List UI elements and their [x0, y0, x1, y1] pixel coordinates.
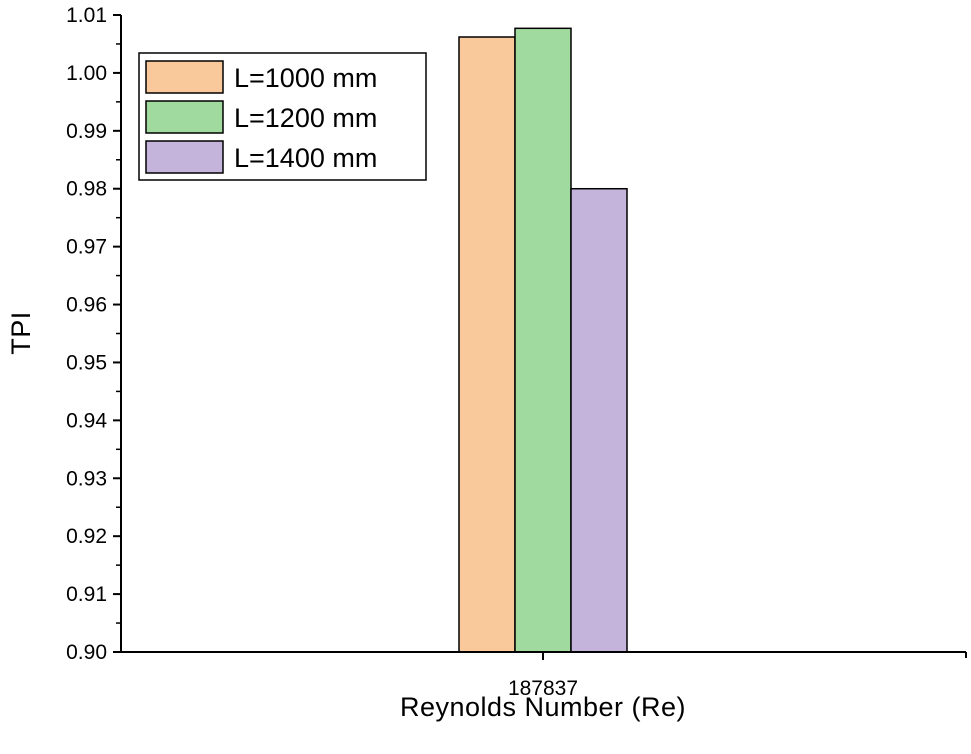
y-tick-label: 0.93 [66, 467, 107, 490]
legend-label: L=1200 mm [234, 103, 377, 133]
y-tick-label: 0.96 [66, 294, 107, 317]
y-tick-label: 0.90 [66, 641, 107, 664]
legend-label: L=1000 mm [234, 63, 377, 93]
y-tick-label: 1.01 [66, 4, 107, 27]
x-axis-title: Reynolds Number (Re) [400, 692, 686, 722]
bar-l-1400-mm [570, 187, 628, 653]
x-ticks: 187837 [508, 652, 578, 700]
y-tick-label: 0.92 [66, 525, 107, 548]
y-tick-label: 0.94 [66, 409, 107, 432]
legend-swatch [145, 100, 224, 134]
y-tick-label: 0.97 [66, 236, 107, 259]
legend-label: L=1400 mm [234, 143, 377, 173]
y-tick-label: 0.98 [66, 178, 107, 201]
bar-l-1200-mm [514, 27, 572, 653]
y-axis-title: TPI [6, 311, 36, 355]
y-tick-label: 0.95 [66, 351, 107, 374]
bar-l-1000-mm [458, 36, 516, 653]
legend: L=1000 mm L=1200 mm L=1400 mm [138, 52, 427, 181]
legend-swatch [145, 140, 224, 174]
bars [458, 27, 628, 653]
y-tick-label: 1.00 [66, 62, 107, 85]
y-tick-label: 0.91 [66, 583, 107, 606]
y-tick-label: 0.99 [66, 120, 107, 143]
x-tick-label: 187837 [508, 677, 578, 700]
legend-swatch [145, 60, 224, 94]
y-ticks: 0.90 0.91 0.92 0.93 0.94 0.95 0.96 0.97 0.98 0.99… [66, 4, 121, 664]
